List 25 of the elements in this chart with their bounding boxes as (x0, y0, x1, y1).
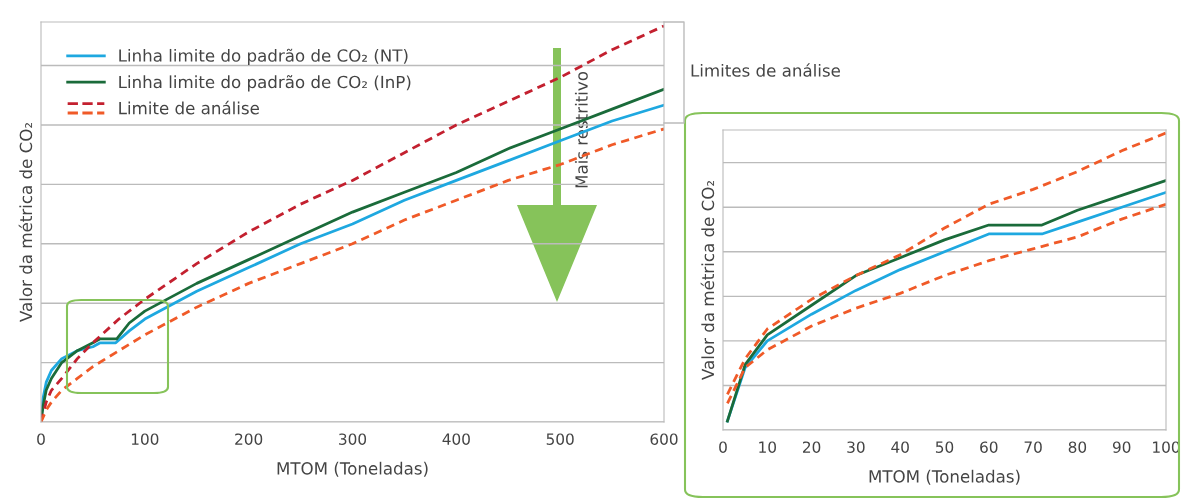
y-axis-title: Valor da métrica de CO₂ (700, 180, 715, 380)
x-tick-label: 20 (803, 441, 821, 453)
x-tick-label: 200 (235, 433, 263, 445)
legend-label: Limite de análise (119, 100, 259, 115)
x-tick-label: 40 (891, 441, 909, 453)
legend-label: Linha limite do padrão de CO₂ (InP) (119, 75, 411, 92)
x-tick-label: 30 (847, 441, 865, 453)
x-tick-label: 70 (1024, 441, 1042, 453)
x-tick-label: 90 (1112, 441, 1131, 453)
text: Limites de análise (691, 63, 840, 77)
x-axis-title: MTOM (Toneladas) (277, 461, 428, 477)
x-axis-title: MTOM (Toneladas) (869, 469, 1020, 485)
x-tick-label: 0 (37, 433, 45, 445)
x-tick-label: 300 (339, 433, 367, 445)
x-tick-label: 500 (546, 433, 574, 445)
x-tick-label: 60 (980, 441, 998, 453)
x-tick-label: 80 (1068, 441, 1087, 453)
y-axis-title: Valor da métrica de CO₂ (18, 122, 33, 322)
x-tick-label: 100 (131, 433, 159, 445)
x-tick-label: 10 (759, 441, 777, 453)
x-tick-label: 400 (442, 433, 470, 445)
x-tick-label: 50 (935, 441, 954, 453)
x-tick-label: 600 (650, 433, 678, 445)
x-tick-label: 0 (719, 441, 727, 453)
legend-label: Linha limite do padrão de CO₂ (NT) (119, 48, 408, 66)
